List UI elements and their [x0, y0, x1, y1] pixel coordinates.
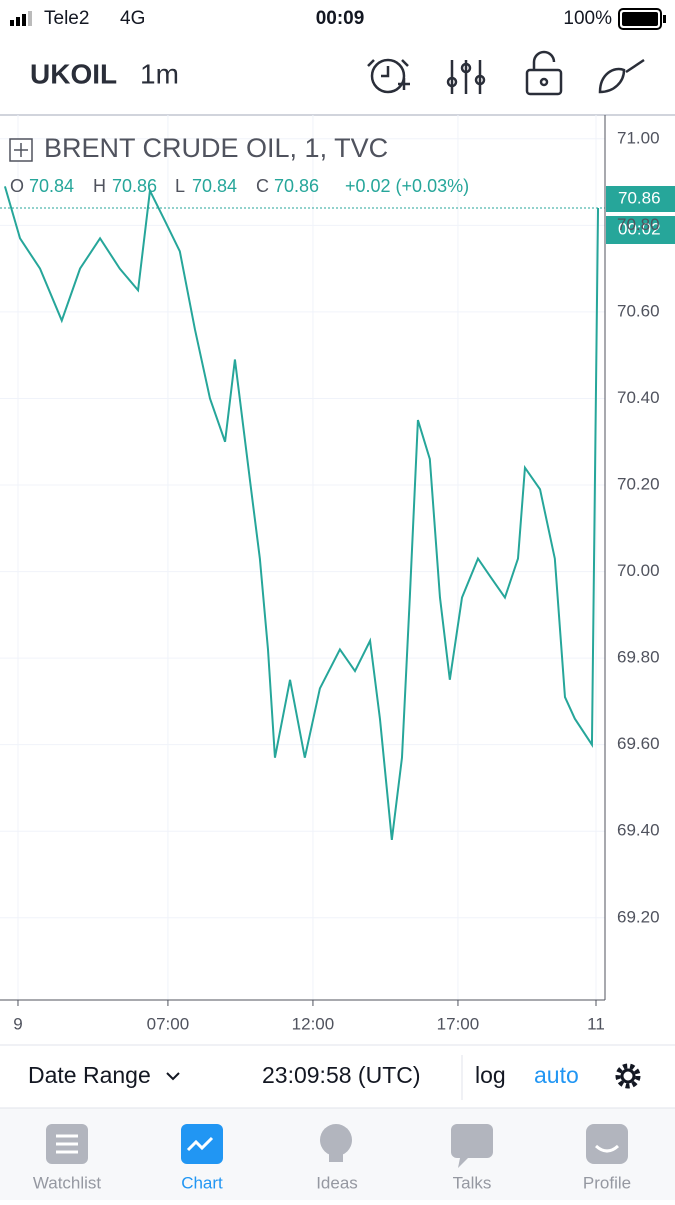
interval[interactable]: 1m [140, 58, 179, 89]
price-badge-text: 70.86 [618, 188, 661, 207]
battery-icon [618, 8, 666, 30]
tab-label[interactable]: Chart [181, 1173, 223, 1192]
battery-level: 100% [563, 8, 612, 29]
signal [10, 11, 32, 26]
carrier: Tele2 [44, 8, 89, 29]
legend-label: H [93, 176, 106, 196]
tab-label[interactable]: Talks [453, 1173, 492, 1192]
price-badge [606, 186, 675, 212]
legend-label: C [256, 176, 269, 196]
legend-value: 70.84 [192, 176, 237, 196]
chevron [166, 1072, 180, 1081]
legend-label: L [175, 176, 185, 196]
tab-label[interactable]: Watchlist [33, 1173, 102, 1192]
plot-area [0, 115, 605, 1000]
legend-value: 70.86 [112, 176, 157, 196]
symbol[interactable]: UKOIL [30, 58, 117, 89]
x-tick-label: 11 [587, 1014, 605, 1033]
network: 4G [120, 8, 145, 29]
x-tick-label: 17:00 [437, 1014, 480, 1033]
x-tick-label: 07:00 [147, 1014, 190, 1033]
y-tick-label: 69.20 [617, 907, 660, 926]
y-tick-label: 70.20 [617, 474, 660, 493]
log-toggle[interactable]: log [475, 1062, 506, 1088]
countdown-badge [606, 216, 675, 244]
y-tick-label: 69.40 [617, 821, 660, 840]
legend-value: 70.84 [29, 176, 74, 196]
collapse-icon-plus [14, 143, 28, 157]
x-tick-label: 9 [13, 1014, 22, 1033]
price-line [3, 186, 600, 841]
chart-title: BRENT CRUDE OIL, 1, TVC [44, 133, 388, 163]
y-tick-label: 71.00 [617, 128, 660, 147]
y-tick-label: 70.40 [617, 388, 660, 407]
ohlc-legend: O 70.84 H 70.86 L 70.84 C 70.86 +0.02 (+… [10, 176, 469, 196]
toolbar-icons[interactable] [367, 50, 645, 96]
auto-toggle[interactable]: auto [534, 1062, 579, 1088]
y-tick-label: 70.80 [617, 215, 660, 234]
x-tick-label: 12:00 [292, 1014, 335, 1033]
tab-label[interactable]: Ideas [316, 1173, 358, 1192]
utc-clock: 23:09:58 (UTC) [262, 1062, 421, 1088]
tabs: Watchlist Chart Ideas Talks Profile [33, 1173, 631, 1192]
clock: 00:09 [316, 8, 365, 29]
tab-label[interactable]: Profile [583, 1173, 631, 1192]
legend-value: 70.86 [274, 176, 319, 196]
y-tick-label: 70.60 [617, 301, 660, 320]
countdown-badge-text: 00:02 [618, 219, 661, 238]
settings-icon[interactable] [615, 1063, 641, 1089]
y-tick-label: 69.60 [617, 734, 660, 753]
legend-label: O [10, 176, 24, 196]
tab-icons [46, 1124, 628, 1168]
legend-change: +0.02 (+0.03%) [345, 176, 469, 196]
y-tick-label: 70.00 [617, 561, 660, 580]
date-range[interactable]: Date Range [28, 1062, 151, 1088]
y-tick-label: 69.80 [617, 648, 660, 667]
